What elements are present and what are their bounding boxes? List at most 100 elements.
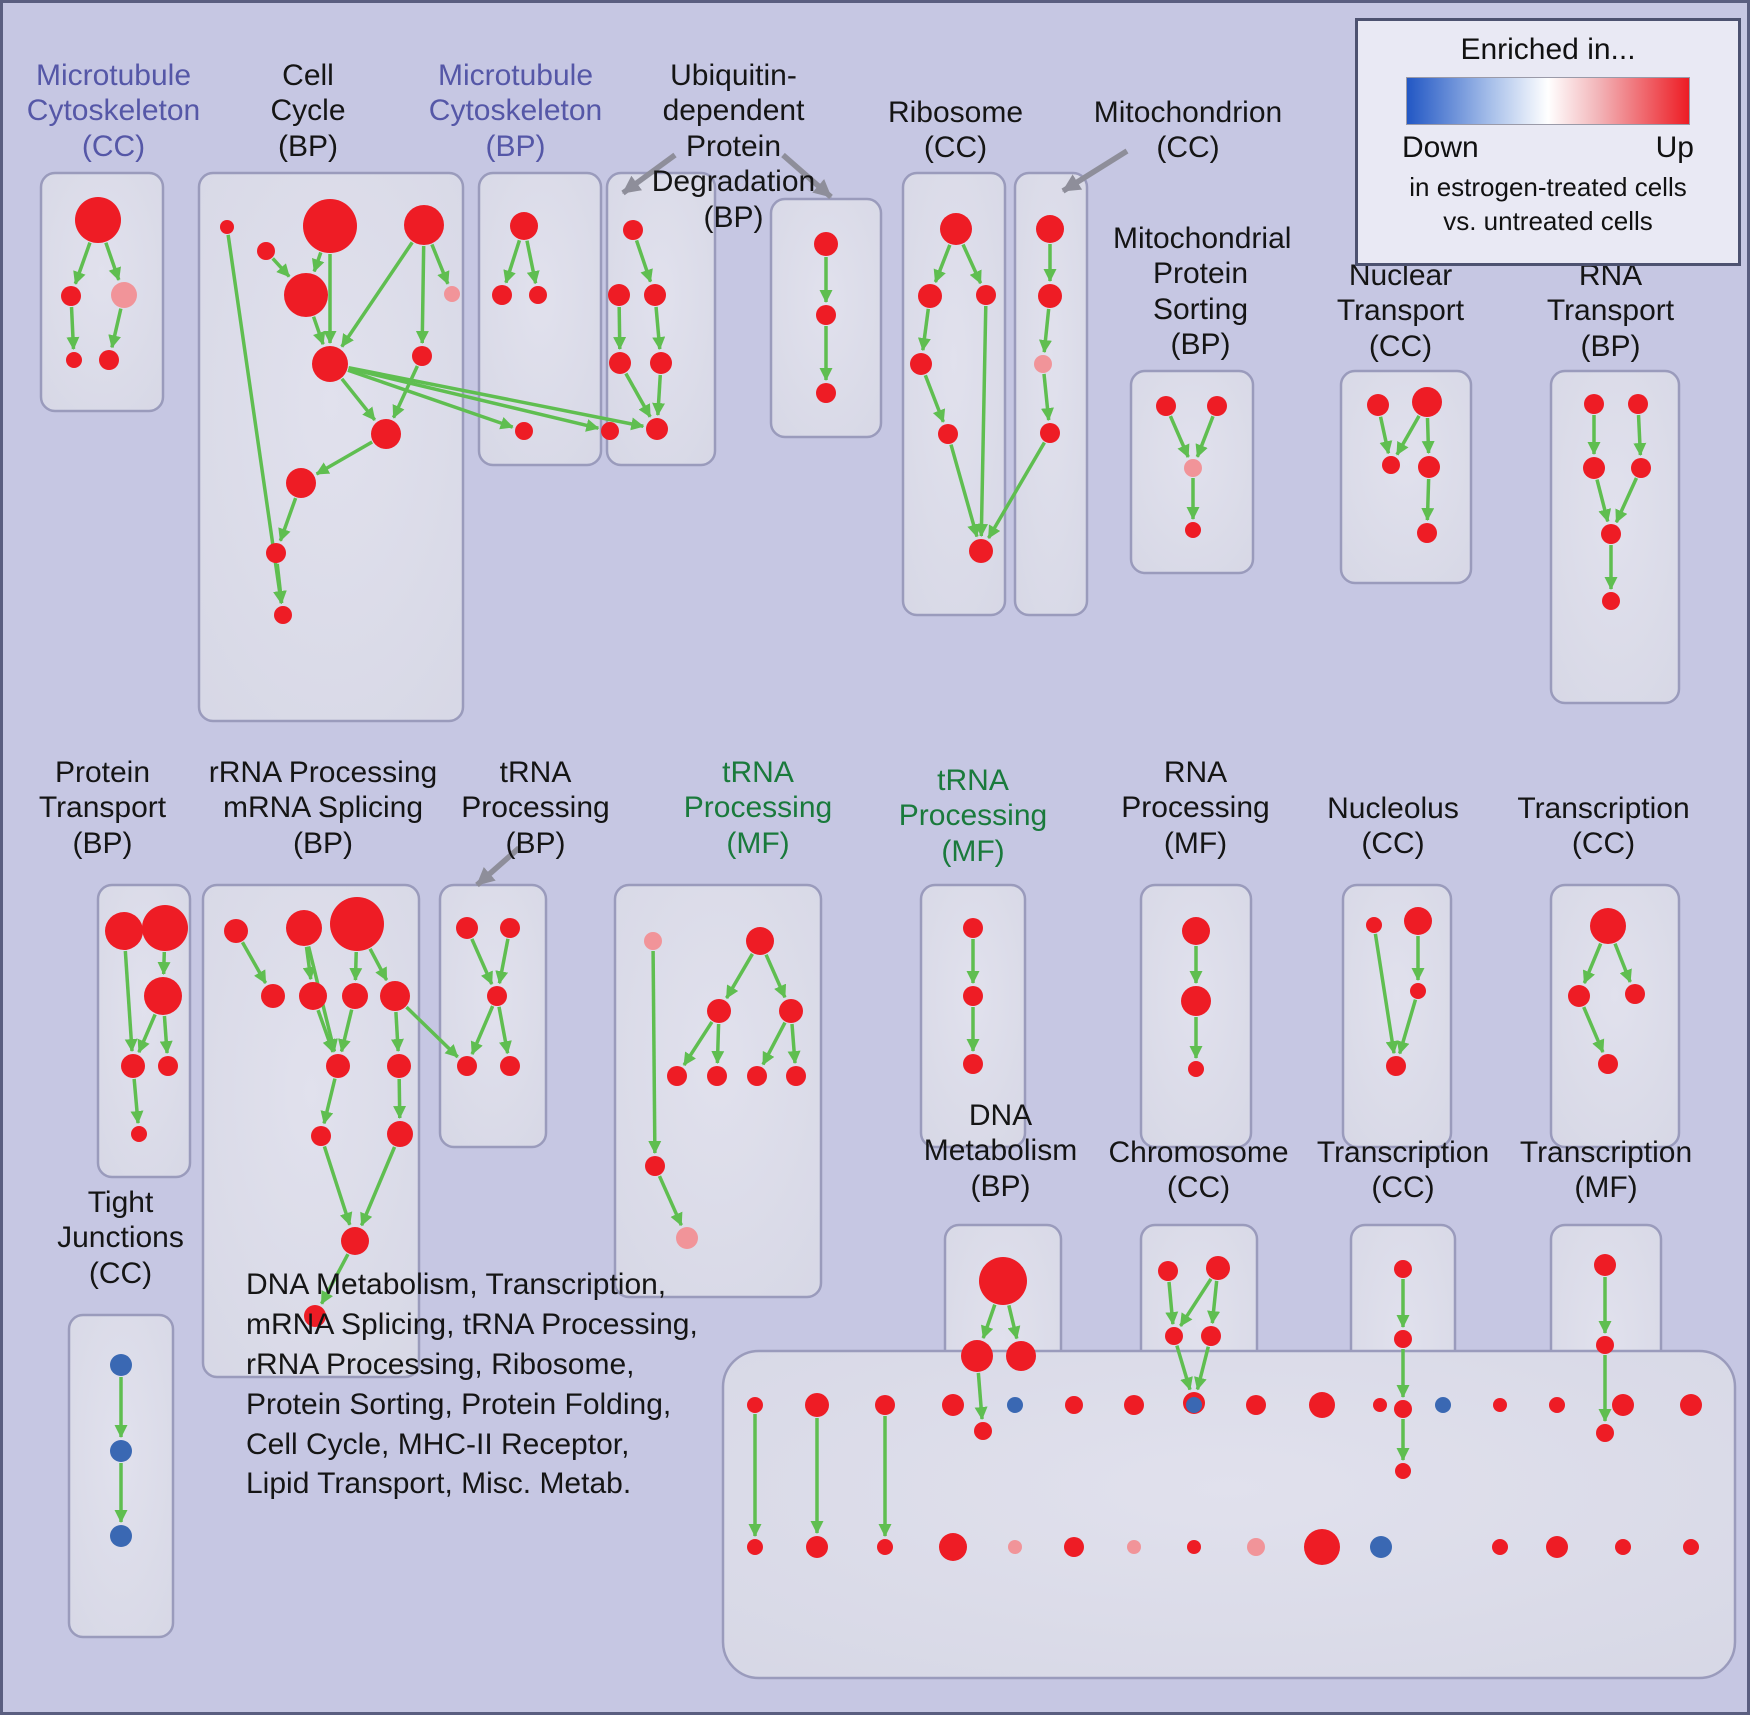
edge-arrow bbox=[975, 305, 989, 538]
group-label-nuclear-transport: Nuclear Transport (CC) bbox=[1336, 259, 1465, 363]
edge-arrow bbox=[340, 241, 414, 348]
go-node-red bbox=[646, 418, 668, 440]
go-node-red bbox=[99, 350, 119, 370]
go-node-red bbox=[1304, 1529, 1340, 1565]
go-node-red bbox=[623, 220, 643, 240]
go-node-blue bbox=[110, 1525, 132, 1547]
edge-arrow bbox=[1195, 415, 1215, 458]
go-node-red bbox=[1596, 1336, 1614, 1354]
go-node-red bbox=[1185, 522, 1201, 538]
go-node-pink bbox=[1247, 1538, 1265, 1556]
group-label-ribosome-cc: Ribosome (CC) bbox=[887, 96, 1024, 165]
annotation-arrow bbox=[621, 152, 677, 196]
go-node-red bbox=[500, 918, 520, 938]
go-node-red bbox=[342, 983, 368, 1009]
edge-arrow bbox=[320, 1078, 337, 1125]
edge-arrow bbox=[949, 444, 980, 538]
edge-arrow bbox=[311, 316, 326, 346]
edge-arrow bbox=[1395, 415, 1421, 456]
go-node-red bbox=[66, 352, 82, 368]
group-box-misc bbox=[721, 1349, 1737, 1680]
group-label-nucleolus: Nucleolus (CC) bbox=[1327, 792, 1459, 861]
go-node-red bbox=[492, 285, 512, 305]
go-node-red bbox=[380, 981, 410, 1011]
go-node-red bbox=[1207, 396, 1227, 416]
edge-arrow bbox=[503, 239, 522, 284]
go-node-red bbox=[1367, 394, 1389, 416]
go-node-red bbox=[61, 286, 81, 306]
edge-arrow bbox=[348, 366, 600, 432]
go-node-red bbox=[969, 539, 993, 563]
go-node-red bbox=[1631, 458, 1651, 478]
go-node-red bbox=[144, 977, 182, 1015]
group-label-tight-junctions: Tight Junctions (CC) bbox=[57, 1186, 184, 1290]
go-node-red bbox=[286, 468, 316, 498]
go-node-red bbox=[650, 352, 672, 374]
go-node-red bbox=[814, 232, 838, 256]
go-node-pink bbox=[1184, 459, 1202, 477]
go-node-red bbox=[404, 205, 444, 245]
group-label-mitochondrion-cc: Mitochondrion (CC) bbox=[1093, 96, 1283, 165]
go-node-red bbox=[105, 912, 143, 950]
edge-arrow bbox=[1165, 1281, 1179, 1326]
go-node-red bbox=[1417, 523, 1437, 543]
go-node-red bbox=[875, 1395, 895, 1415]
go-node-red bbox=[284, 273, 328, 317]
edge-arrow bbox=[974, 1372, 988, 1421]
group-label-microtubule-cc: Microtubule Cytoskeleton (CC) bbox=[26, 59, 201, 163]
edge-arrow bbox=[405, 1005, 459, 1059]
go-node-red bbox=[387, 1121, 413, 1147]
edge-arrow bbox=[987, 441, 1046, 539]
edge-arrow bbox=[1175, 1345, 1193, 1391]
group-box-microtubule_cc bbox=[39, 171, 165, 413]
group-box-cell_cycle bbox=[197, 171, 465, 723]
go-node-red bbox=[1006, 1341, 1036, 1371]
go-node-red bbox=[1036, 215, 1064, 243]
edge-arrow bbox=[761, 1021, 787, 1066]
edge-arrow bbox=[1373, 933, 1399, 1055]
go-node-red bbox=[786, 1066, 806, 1086]
go-node-red bbox=[707, 999, 731, 1023]
go-node-red bbox=[142, 905, 188, 951]
go-node-red bbox=[918, 284, 942, 308]
group-box-protein_transport bbox=[96, 883, 192, 1179]
edge-arrow bbox=[634, 239, 653, 283]
go-node-red bbox=[487, 986, 507, 1006]
edge-arrow bbox=[315, 440, 374, 476]
edge-arrow bbox=[393, 1078, 407, 1120]
go-node-pink bbox=[644, 932, 662, 950]
group-label-dna-metabolism: DNA Metabolism (BP) bbox=[923, 1099, 1078, 1203]
go-node-red bbox=[747, 1397, 763, 1413]
go-node-red bbox=[963, 918, 983, 938]
go-node-red bbox=[961, 1340, 993, 1372]
go-node-red bbox=[1568, 985, 1590, 1007]
edge-arrow bbox=[226, 234, 287, 605]
group-label-trna-mf-big: tRNA Processing (MF) bbox=[683, 756, 833, 860]
edge-arrow bbox=[273, 563, 287, 605]
legend-subtitle-1: in estrogen-treated cells bbox=[1409, 172, 1687, 202]
edge-arrow bbox=[981, 1304, 997, 1339]
go-node-red bbox=[1596, 1424, 1614, 1442]
edge-arrow bbox=[1633, 414, 1647, 457]
go-node-red bbox=[457, 1056, 477, 1076]
group-box-rrna_mrna bbox=[201, 883, 421, 1379]
go-node-red bbox=[1601, 524, 1621, 544]
go-node-red bbox=[1394, 1260, 1412, 1278]
go-node-red bbox=[1602, 592, 1620, 610]
edge-arrow bbox=[1179, 1277, 1213, 1327]
edge-arrow bbox=[652, 374, 666, 417]
go-node-red bbox=[303, 199, 357, 253]
go-node-red bbox=[1680, 1394, 1702, 1416]
edge-arrow bbox=[348, 365, 645, 431]
misc-cluster-text: DNA Metabolism, Transcription, mRNA Spli… bbox=[246, 1268, 698, 1501]
go-node-red bbox=[1583, 457, 1605, 479]
legend-box: Enriched in... Down Up in estrogen-treat… bbox=[1355, 18, 1741, 266]
edge-arrow bbox=[338, 1009, 354, 1053]
go-node-red bbox=[1182, 917, 1210, 945]
group-label-cell-cycle: Cell Cycle (BP) bbox=[270, 59, 346, 163]
go-node-red bbox=[667, 1066, 687, 1086]
edge-arrow bbox=[73, 242, 92, 285]
go-node-red bbox=[1594, 1254, 1616, 1276]
go-node-blue bbox=[1435, 1397, 1451, 1413]
go-node-blue bbox=[110, 1354, 132, 1376]
